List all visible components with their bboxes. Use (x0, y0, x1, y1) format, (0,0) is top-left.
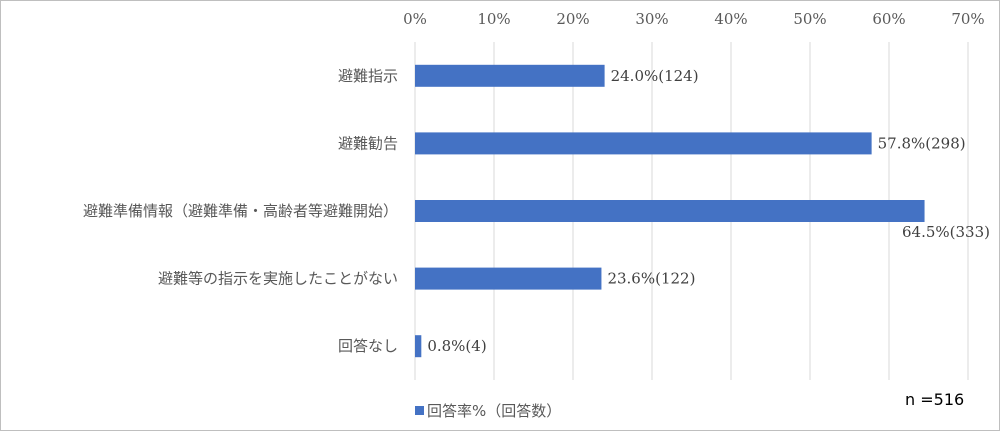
data-label: 24.0%(124) (611, 67, 699, 85)
bar (415, 200, 925, 222)
x-tick-label: 10% (477, 10, 510, 28)
legend-swatch (415, 406, 424, 415)
data-label: 57.8%(298) (878, 134, 966, 152)
category-label: 回答なし (338, 337, 398, 355)
bar (415, 132, 872, 155)
x-tick-label: 50% (793, 10, 826, 28)
x-tick-label: 20% (556, 10, 589, 28)
sample-size-label: n =516 (905, 390, 965, 409)
data-label: 0.8%(4) (427, 337, 486, 355)
legend-label: 回答率%（回答数） (427, 402, 562, 420)
bar (415, 267, 602, 290)
data-label: 23.6%(122) (607, 270, 695, 288)
category-label: 避難勧告 (338, 134, 398, 152)
x-tick-label: 0% (403, 10, 427, 28)
category-label: 避難等の指示を実施したことがない (158, 270, 398, 288)
x-tick-label: 70% (951, 10, 984, 28)
x-tick-label: 60% (872, 10, 905, 28)
legend: 回答率%（回答数） (415, 400, 561, 421)
category-label: 避難指示 (338, 67, 398, 85)
data-label: 64.5%(333) (902, 223, 990, 241)
category-label: 避難準備情報（避難準備・高齢者等避難開始） (83, 202, 398, 220)
x-tick-label: 30% (635, 10, 668, 28)
bar (415, 335, 422, 358)
x-tick-label: 40% (714, 10, 747, 28)
bar (415, 64, 605, 87)
